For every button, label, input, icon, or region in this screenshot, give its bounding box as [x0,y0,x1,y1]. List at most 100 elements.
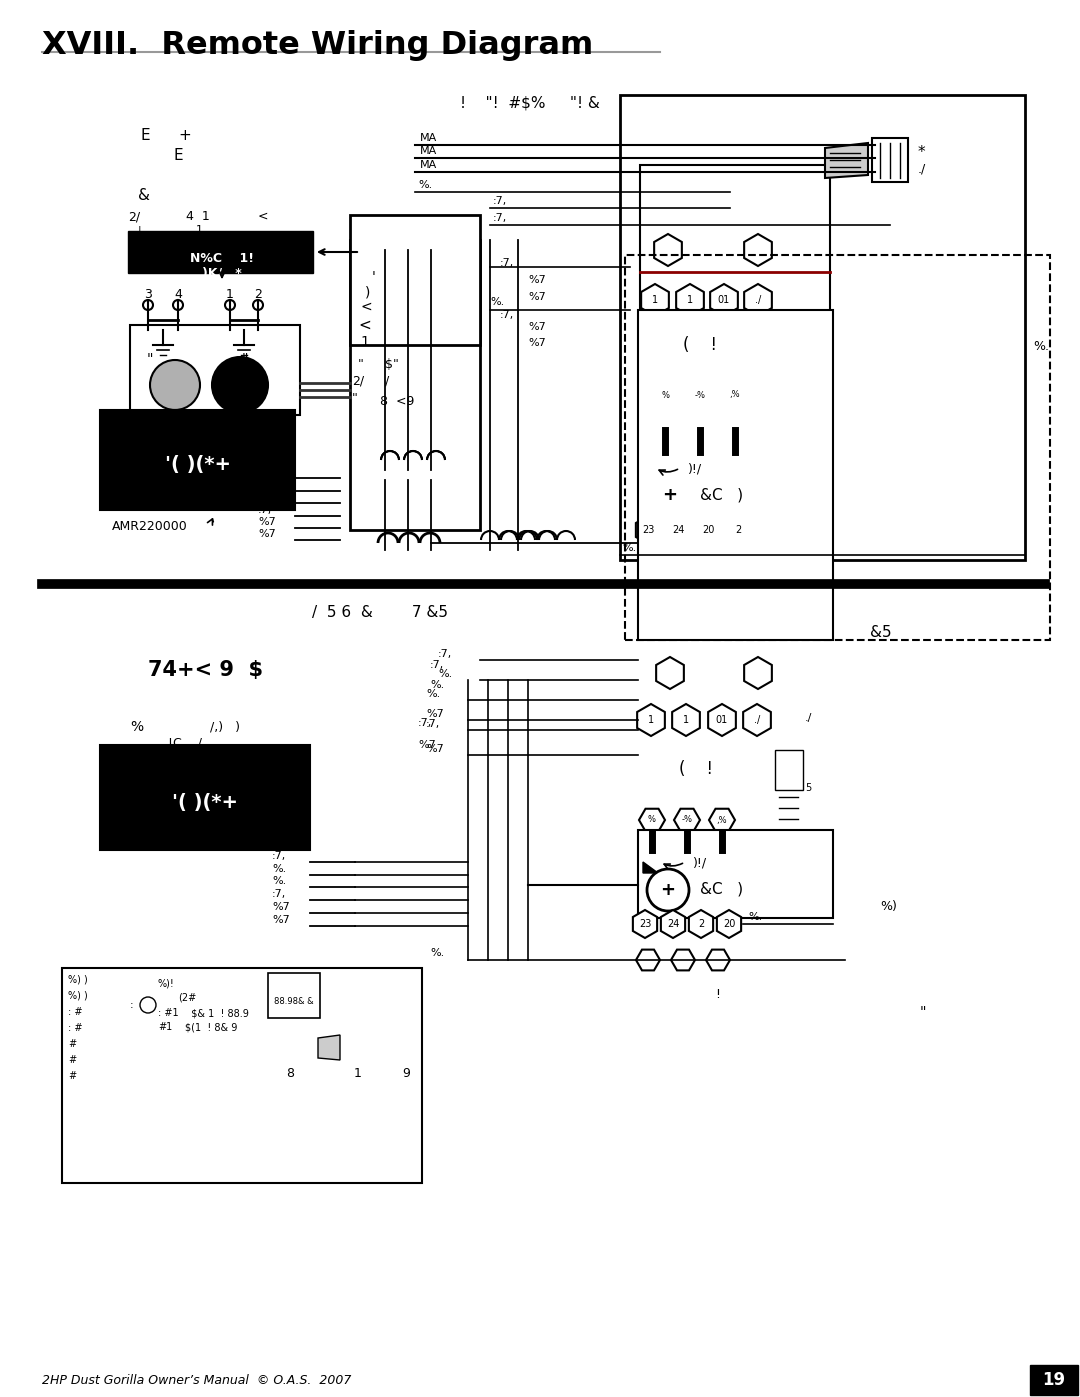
Bar [638,830,833,918]
Bar [350,240,480,529]
Text: %)!: %)! [158,978,175,988]
Text: /: / [384,374,389,388]
Text: ": " [920,1004,927,1018]
Text: 1: 1 [652,295,658,305]
Text: 23: 23 [638,919,651,929]
Text: :7,: :7, [492,212,508,224]
Text: +: + [662,486,677,504]
Text: 1: 1 [354,1067,362,1080]
Text: %7: %7 [528,338,545,348]
Text: :7,: :7, [418,718,432,728]
Polygon shape [640,468,650,481]
Bar [638,310,833,640]
Circle shape [650,475,690,515]
Text: 8/   )9: 8/ )9 [130,767,167,780]
Circle shape [212,358,268,414]
Text: %7: %7 [426,710,444,719]
Text: 1: 1 [683,715,689,725]
Text: %7: %7 [258,529,275,539]
Text: 01: 01 [716,715,728,725]
Bar [625,256,1050,640]
Text: <: < [359,319,372,332]
Text: %) ): %) ) [68,975,87,985]
Text: 88.98& &: 88.98& & [274,997,314,1006]
Text: ./: ./ [918,162,927,175]
Text: *: * [918,145,926,161]
Text: -%: -% [681,816,692,824]
Text: &C   ): &C ) [700,882,743,897]
Polygon shape [318,1035,340,1060]
Text: 1: 1 [648,715,654,725]
Text: <: < [258,210,269,224]
Text: !: ! [715,988,720,1002]
Text: 1: 1 [687,295,693,305]
Text: MA: MA [420,161,437,170]
Text: !C    /: !C / [168,738,202,750]
Text: +: + [178,129,191,142]
Text: ): ) [365,285,370,299]
Circle shape [150,360,200,409]
Text: #: # [68,1039,76,1049]
Text: -%: -% [694,391,705,400]
Text: :7,: :7, [500,310,514,320]
Text: E: E [173,148,183,163]
Text: AMR220000: AMR220000 [112,520,188,534]
Text: %: % [648,816,656,824]
Text: 24: 24 [672,525,685,535]
Text: %.: %. [622,543,636,553]
Text: : #: : # [68,1023,82,1032]
Bar [640,430,831,520]
Text: 19: 19 [1042,1370,1066,1389]
Text: $": $" [384,358,399,372]
Polygon shape [825,142,868,177]
Text: 20: 20 [702,525,714,535]
Bar [775,750,804,789]
Text: $& 1  ! 88.9: $& 1 ! 88.9 [185,1009,248,1018]
Polygon shape [872,138,908,182]
Text: (2#: (2# [178,992,197,1002]
Text: ": " [357,358,364,372]
Bar [100,409,295,510]
Text: 23: 23 [642,525,654,535]
Circle shape [140,997,156,1013]
Text: )): )) [162,752,172,766]
Text: $(1  ! 8& 9: $(1 ! 8& 9 [185,1023,238,1032]
Text: %: % [130,719,144,733]
Text: MA: MA [420,133,437,142]
Text: %7: %7 [272,902,289,912]
Text: :7,: :7, [272,888,286,900]
Text: ': ' [372,270,376,284]
Text: %.: %. [430,680,444,690]
Circle shape [173,300,183,310]
Text: :7,: :7, [500,258,514,268]
Text: 2/: 2/ [352,374,364,388]
Text: %.: %. [748,912,762,922]
Bar [640,165,831,339]
Bar [62,968,422,1183]
Circle shape [647,869,689,911]
Text: %.: %. [430,949,444,958]
Bar [620,95,1025,560]
Text: (    !: ( ! [679,760,713,778]
Text: : #: : # [68,1007,82,1017]
Text: %.: %. [272,863,286,875]
Text: '( )(*+: '( )(*+ [172,793,238,812]
Text: %: % [661,391,669,400]
Text: ": " [147,352,153,366]
Text: XVIII.  Remote Wiring Diagram: XVIII. Remote Wiring Diagram [42,29,593,61]
Text: 2HP Dust Gorilla Owner’s Manual  © O.A.S.  2007: 2HP Dust Gorilla Owner’s Manual © O.A.S.… [42,1373,351,1386]
Text: 24: 24 [666,919,679,929]
Text: 4  1: 4 1 [186,210,210,224]
Text: ,%: ,% [730,391,740,400]
Bar [350,215,480,345]
Bar [1030,1365,1078,1396]
Text: 2: 2 [734,525,741,535]
Text: #: # [68,1055,76,1065]
Text: %7: %7 [528,321,545,332]
Text: 2: 2 [254,288,262,300]
Text: %.: %. [258,492,272,502]
Text: %.: %. [272,876,286,886]
Text: &C   ): &C ) [700,488,743,503]
Text: %7: %7 [528,275,545,285]
Text: : #1: : #1 [158,1009,178,1018]
